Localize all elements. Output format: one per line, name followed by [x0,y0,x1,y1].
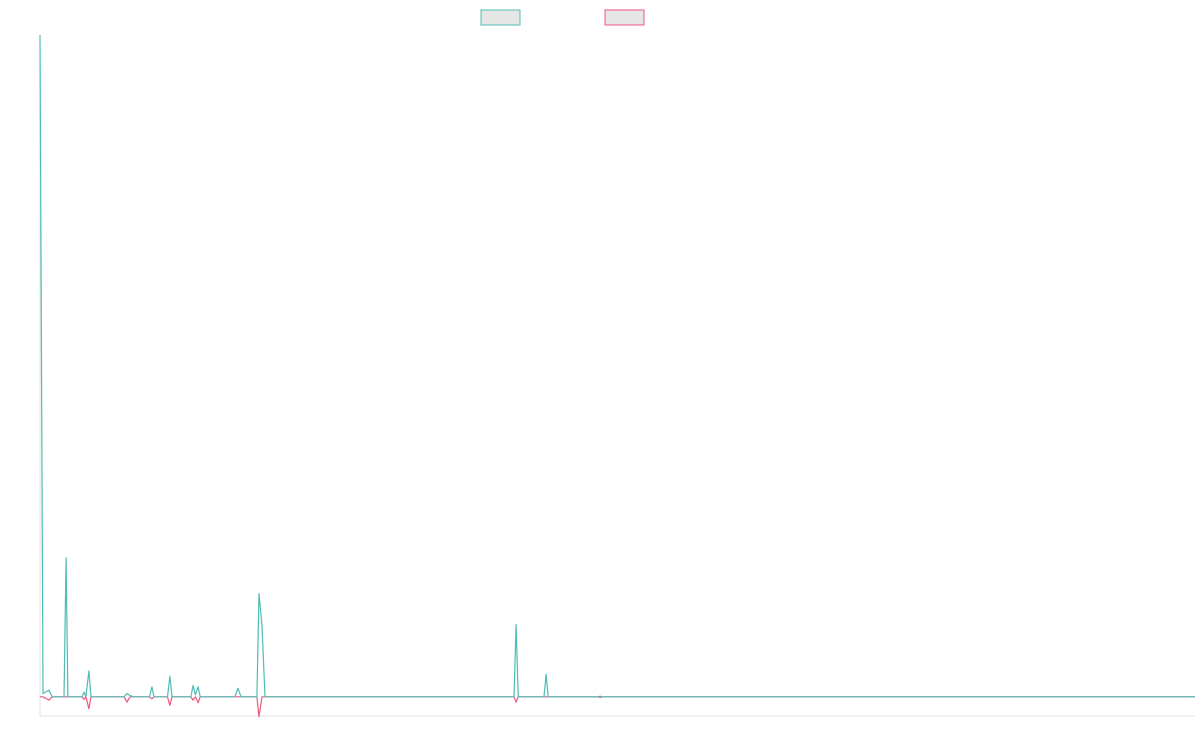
legend-swatch [480,9,521,26]
legend-swatch [604,9,645,26]
series-line [39,34,1195,698]
series-line [40,696,1195,718]
